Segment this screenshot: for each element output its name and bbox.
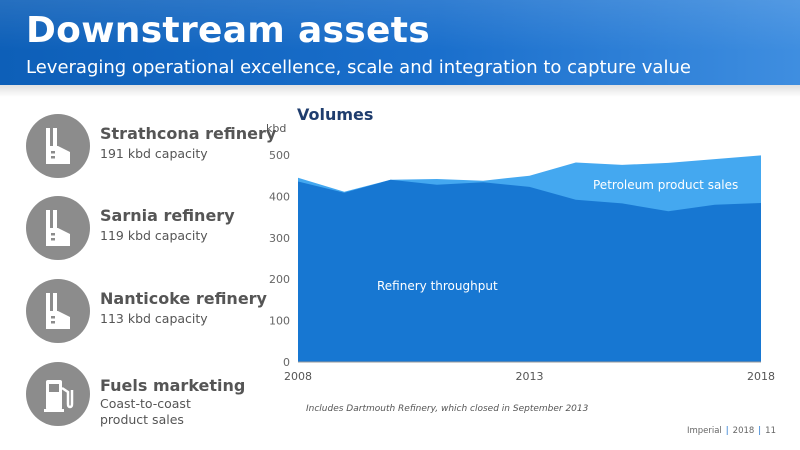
asset-capacity: 119 kbd capacity xyxy=(100,228,208,243)
asset-strathcona: Strathcona refinery 191 kbd capacity xyxy=(26,114,296,180)
y-tick-label: 300 xyxy=(269,232,290,245)
page-subtitle: Leveraging operational excellence, scale… xyxy=(26,57,691,78)
asset-name: Fuels marketing xyxy=(100,376,246,395)
x-tick-label: 2018 xyxy=(747,370,775,383)
chart-title: Volumes xyxy=(297,105,374,124)
refinery-icon xyxy=(26,196,90,260)
y-tick-label: 500 xyxy=(269,149,290,162)
asset-desc-line: product sales xyxy=(100,412,184,427)
y-tick-label: 400 xyxy=(269,190,290,203)
series-label-refinery-throughput: Refinery throughput xyxy=(377,279,498,293)
asset-capacity: 113 kbd capacity xyxy=(100,311,208,326)
y-tick-label: 0 xyxy=(283,356,290,369)
footnote: Includes Dartmouth Refinery, which close… xyxy=(306,404,589,414)
header-shine xyxy=(0,0,800,85)
asset-name: Nanticoke refinery xyxy=(100,289,267,308)
series-label-petroleum-product-sales: Petroleum product sales xyxy=(593,178,738,192)
footer: Imperial | 2018 | 11 xyxy=(686,426,776,436)
y-tick-label: 200 xyxy=(269,273,290,286)
x-tick-label: 2008 xyxy=(284,370,312,383)
footer-page: 11 xyxy=(765,426,776,436)
asset-name: Sarnia refinery xyxy=(100,206,235,225)
asset-fuels-marketing: Fuels marketing Coast-to-coast product s… xyxy=(26,362,296,428)
y-axis-unit: kbd xyxy=(266,122,287,135)
asset-desc-line: Coast-to-coast xyxy=(100,396,191,411)
series-area-refinery-throughput xyxy=(298,179,761,362)
refinery-icon xyxy=(26,114,90,178)
x-tick-label: 2013 xyxy=(516,370,544,383)
asset-sarnia: Sarnia refinery 119 kbd capacity xyxy=(26,196,296,262)
asset-nanticoke: Nanticoke refinery 113 kbd capacity xyxy=(26,279,296,345)
footer-company: Imperial xyxy=(686,426,722,436)
header-banner: Downstream assets Leveraging operational… xyxy=(0,0,800,85)
fuel-pump-icon xyxy=(26,362,90,426)
y-tick-label: 100 xyxy=(269,315,290,328)
footer-year: 2018 xyxy=(732,426,755,436)
refinery-icon xyxy=(26,279,90,343)
asset-name: Strathcona refinery xyxy=(100,124,277,143)
header-shadow xyxy=(0,85,800,97)
asset-capacity: 191 kbd capacity xyxy=(100,146,208,161)
page-title: Downstream assets xyxy=(26,10,430,51)
